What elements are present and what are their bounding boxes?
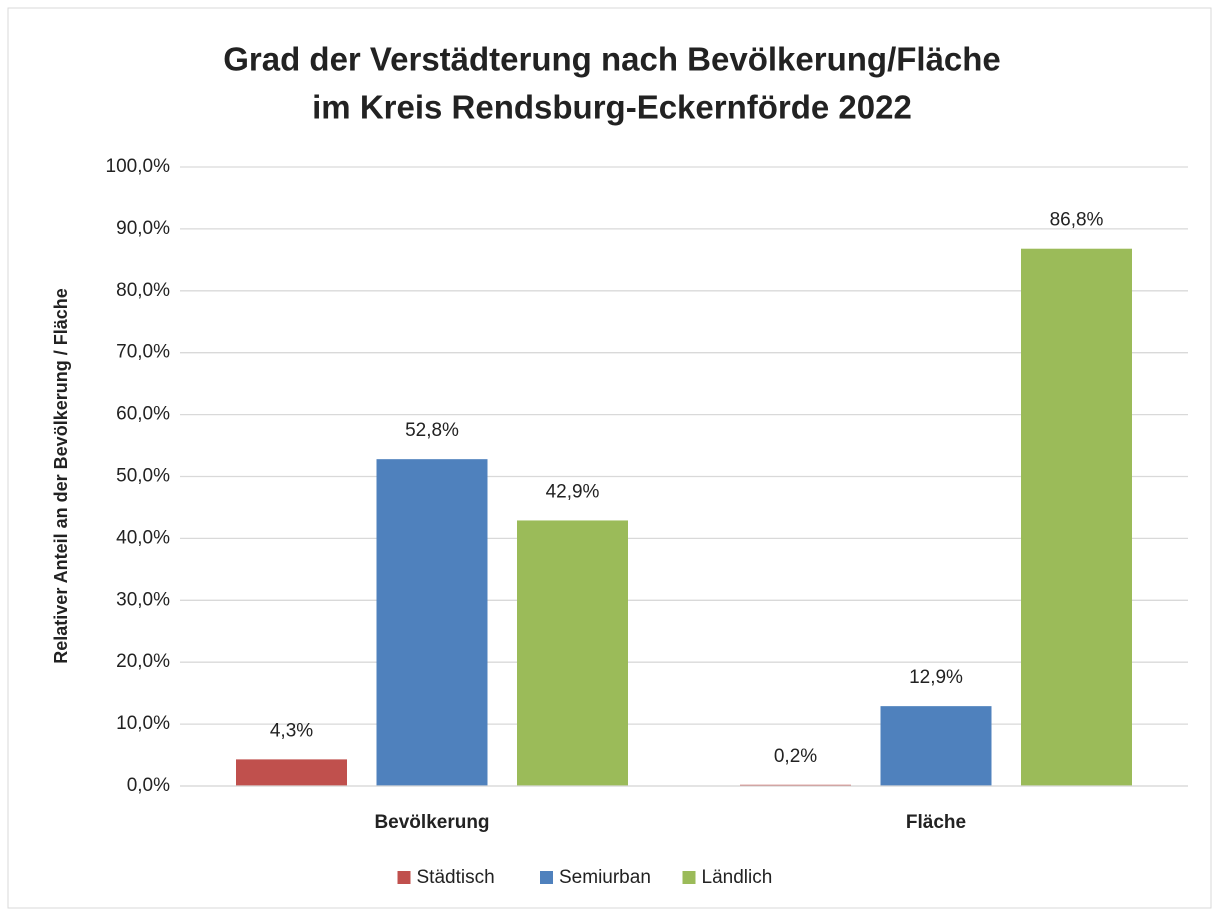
y-tick-label: 20,0%: [116, 651, 170, 672]
y-tick-label: 50,0%: [116, 466, 170, 487]
y-tick-label: 0,0%: [127, 775, 170, 796]
value-label: 0,2%: [774, 746, 817, 767]
bar: [376, 459, 488, 786]
y-tick-label: 10,0%: [116, 713, 170, 734]
value-label: 12,9%: [909, 667, 963, 688]
legend-swatch: [682, 871, 696, 884]
legend-swatch: [540, 871, 553, 884]
legend-label: Städtisch: [417, 867, 495, 888]
value-label: 86,8%: [1050, 210, 1104, 231]
bar: [236, 759, 347, 786]
legend-label: Ländlich: [702, 867, 773, 888]
bar: [1021, 248, 1132, 786]
y-tick-label: 30,0%: [116, 589, 170, 610]
value-label: 4,3%: [270, 720, 313, 741]
y-tick-label: 60,0%: [116, 404, 170, 425]
x-tick-label: Fläche: [906, 812, 966, 833]
chart-title: im Kreis Rendsburg-Eckernförde 2022: [312, 89, 912, 126]
y-tick-label: 100,0%: [106, 156, 171, 177]
y-axis-title: Relativer Anteil an der Bevölkerung / Fl…: [51, 288, 71, 663]
x-tick-label: Bevölkerung: [374, 812, 489, 833]
y-tick-label: 70,0%: [116, 342, 170, 363]
y-tick-label: 80,0%: [116, 280, 170, 301]
value-label: 42,9%: [546, 481, 600, 502]
legend-swatch: [397, 871, 411, 884]
bar: [880, 706, 992, 786]
value-label: 52,8%: [405, 420, 459, 441]
chart-title: Grad der Verstädterung nach Bevölkerung/…: [223, 41, 1001, 78]
y-tick-label: 40,0%: [116, 527, 170, 548]
bar: [517, 520, 628, 786]
legend-label: Semiurban: [559, 867, 651, 888]
y-tick-label: 90,0%: [116, 218, 170, 239]
